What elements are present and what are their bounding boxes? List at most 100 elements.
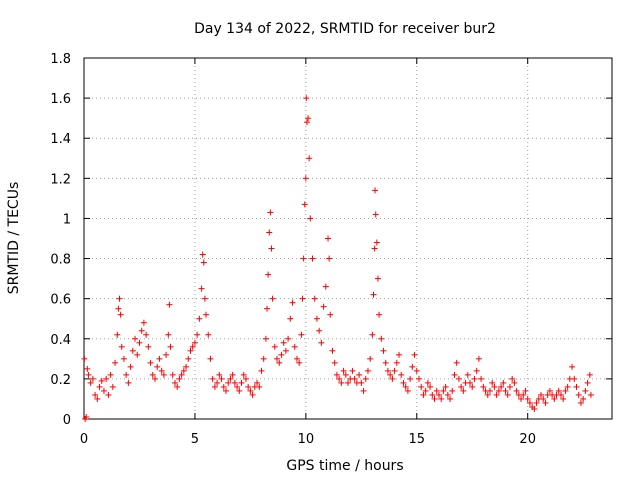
data-point (207, 355, 214, 362)
point-layer (81, 95, 594, 422)
data-point (509, 375, 516, 382)
data-point (302, 175, 309, 182)
data-point (584, 379, 591, 386)
data-point (415, 375, 422, 382)
data-point (316, 327, 323, 334)
data-point (194, 331, 201, 338)
data-point (560, 395, 567, 402)
y-tick-label: 1.4 (50, 132, 71, 147)
data-point (440, 387, 447, 394)
data-point (546, 387, 553, 394)
data-point (413, 367, 420, 374)
data-point (189, 343, 196, 350)
data-point (358, 379, 365, 386)
data-point (199, 251, 206, 258)
y-tick-label: 0.6 (50, 293, 71, 308)
data-point (187, 347, 194, 354)
data-point (524, 395, 531, 402)
data-point (491, 383, 498, 390)
tick-layer (83, 57, 612, 420)
data-point (185, 355, 192, 362)
data-point (264, 305, 271, 312)
data-point (276, 359, 283, 366)
data-point (453, 359, 460, 366)
data-point (103, 375, 110, 382)
data-point (300, 255, 307, 262)
data-point (475, 355, 482, 362)
data-point (389, 375, 396, 382)
data-point (180, 367, 187, 374)
data-point (429, 391, 436, 398)
data-point (158, 367, 165, 374)
data-point (411, 351, 418, 358)
data-point (160, 371, 167, 378)
data-point (538, 391, 545, 398)
data-point (116, 295, 123, 302)
data-point (427, 383, 434, 390)
data-point (85, 371, 92, 378)
data-point (493, 391, 500, 398)
data-point (136, 339, 143, 346)
data-point (280, 339, 287, 346)
data-point (260, 355, 267, 362)
data-point (107, 371, 114, 378)
data-point (420, 391, 427, 398)
data-point (301, 201, 308, 208)
data-point (258, 367, 265, 374)
data-point (98, 377, 105, 384)
data-point (165, 331, 172, 338)
data-point (178, 371, 185, 378)
data-point (227, 375, 234, 382)
data-point (89, 375, 96, 382)
data-point (100, 387, 107, 394)
data-point (564, 383, 571, 390)
data-point (449, 387, 456, 394)
data-point (282, 347, 289, 354)
data-point (489, 379, 496, 386)
data-point (464, 371, 471, 378)
data-point (498, 383, 505, 390)
data-point (513, 387, 520, 394)
y-tick-label: 0.4 (50, 333, 71, 348)
data-point (140, 319, 147, 326)
data-point (402, 383, 409, 390)
data-point (382, 359, 389, 366)
data-point (134, 351, 141, 358)
data-point (285, 335, 292, 342)
data-point (240, 371, 247, 378)
data-point (424, 379, 431, 386)
x-axis-label: GPS time / hours (286, 458, 403, 474)
data-point (444, 391, 451, 398)
data-point (580, 395, 587, 402)
data-point (138, 327, 145, 334)
data-point (433, 387, 440, 394)
data-point (163, 351, 170, 358)
data-point (311, 295, 318, 302)
x-tick-label: 5 (191, 432, 199, 447)
data-point (262, 335, 269, 342)
data-point (438, 395, 445, 402)
data-point (573, 383, 580, 390)
data-point (378, 335, 385, 342)
data-point (372, 187, 379, 194)
data-point (247, 387, 254, 394)
data-point (198, 285, 205, 292)
data-point (369, 331, 376, 338)
data-point (473, 367, 480, 374)
data-point (322, 283, 329, 290)
data-point (372, 211, 379, 218)
data-point (575, 391, 582, 398)
data-point (313, 315, 320, 322)
data-point (169, 371, 176, 378)
data-point (418, 383, 425, 390)
data-point (293, 355, 300, 362)
data-point (267, 209, 274, 216)
data-point (222, 387, 229, 394)
data-point (340, 367, 347, 374)
data-point (504, 391, 511, 398)
data-point (132, 335, 139, 342)
data-point (242, 375, 249, 382)
data-point (171, 379, 178, 386)
data-point (216, 371, 223, 378)
chart-title: Day 134 of 2022, SRMTID for receiver bur… (194, 21, 496, 37)
